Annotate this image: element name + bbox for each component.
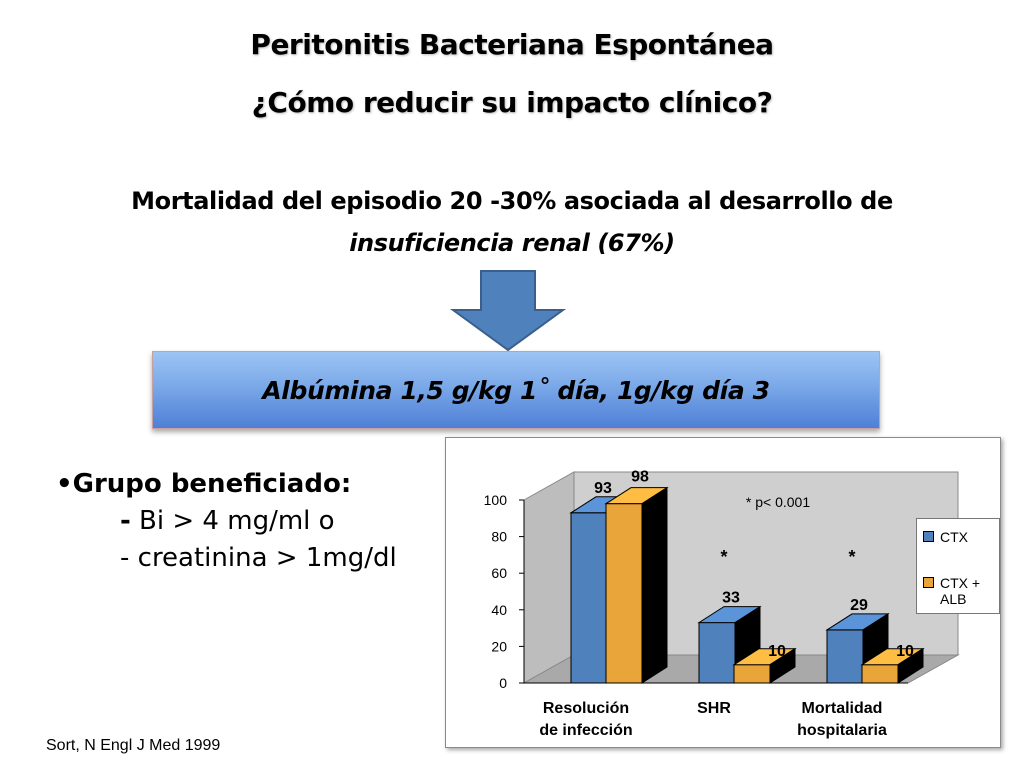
data-label-1-1: 10 <box>768 643 786 660</box>
data-label-0-1: 33 <box>722 590 740 607</box>
benefit-criterion-creatinine: - creatinina > 1mg/dl <box>120 543 397 573</box>
benefit-group-title: •Grupo beneficiado: <box>56 469 352 499</box>
bar-0-1-front <box>698 622 736 684</box>
chart-side-wall <box>523 471 575 684</box>
x-category-label: SHR <box>697 700 731 717</box>
benefit-criterion-bilirubin: - Bi > 4 mg/ml o <box>56 503 397 540</box>
bar-1-0-front <box>605 503 643 684</box>
slide-title: Peritonitis Bacteriana Espontánea <box>250 28 774 61</box>
mortality-statement: Mortalidad del episodio 20 -30% asociada… <box>131 187 893 215</box>
bar-1-1-front <box>733 664 771 684</box>
x-category-label: de infección <box>539 722 632 739</box>
down-arrow-icon <box>450 270 567 352</box>
bar-1-2-side <box>897 647 924 684</box>
data-label-0-2: 29 <box>850 597 868 614</box>
data-label-0-0: 93 <box>594 480 612 497</box>
source-citation: Sort, N Engl J Med 1999 <box>46 737 221 754</box>
y-tick-label: 40 <box>491 602 507 618</box>
y-tick-label: 20 <box>491 638 507 654</box>
criterion-bilirubin-text: Bi > 4 mg/ml o <box>130 506 335 536</box>
y-tick-label: 80 <box>491 529 507 545</box>
data-label-1-0: 98 <box>631 469 649 486</box>
legend-label-ctx-alb: CTX + ALB <box>940 575 981 607</box>
data-label-1-2: 10 <box>896 643 914 660</box>
significance-marker: * <box>848 547 855 567</box>
x-category-label: Mortalidad <box>802 700 883 717</box>
legend-label-ctx: CTX <box>940 529 968 545</box>
bar-1-2-front <box>861 664 899 684</box>
y-tick-label: 60 <box>491 565 507 581</box>
x-category-label: hospitalaria <box>797 722 887 739</box>
albumin-dose-box: Albúmina 1,5 g/kg 1˚ día, 1g/kg día 3 <box>152 351 880 429</box>
criterion-dash: - <box>120 506 131 536</box>
y-tick-label: 0 <box>499 675 507 691</box>
albumin-dose-text: Albúmina 1,5 g/kg 1˚ día, 1g/kg día 3 <box>262 375 770 405</box>
x-category-label: Resolución <box>543 700 629 717</box>
legend-swatch-ctx <box>923 531 934 542</box>
slide-question: ¿Cómo reducir su impacto clínico? <box>251 86 773 119</box>
bar-1-1-side <box>769 647 796 684</box>
bar-0-2-front <box>826 629 864 684</box>
bar-0-0-front <box>570 512 608 684</box>
benefit-group: •Grupo beneficiado: - Bi > 4 mg/ml o - c… <box>56 466 397 577</box>
significance-marker: * <box>720 547 727 567</box>
renal-failure-statement: insuficiencia renal (67%) <box>349 229 675 257</box>
chart-frame: 0 20 40 60 80 100 93 98 Resolución de infección 33… <box>445 437 1001 748</box>
chart-legend: CTX CTX + ALB <box>916 518 1000 614</box>
p-value-annotation: * p< 0.001 <box>746 494 810 510</box>
bar-1-0-side <box>641 486 668 684</box>
y-tick-label: 100 <box>484 492 508 508</box>
bar-chart: 0 20 40 60 80 100 93 98 Resolución de infección 33… <box>484 469 960 739</box>
legend-swatch-ctx-alb <box>923 577 934 588</box>
